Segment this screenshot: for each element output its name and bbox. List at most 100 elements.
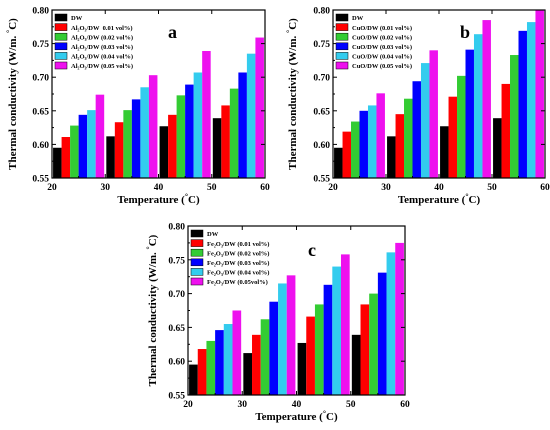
y-tick-label: 0.65 — [168, 324, 185, 334]
legend-label: Al₂O₃/DW (0.05 vol%) — [71, 63, 133, 70]
legend-label: CuO/DW (0.04 vol%) — [352, 54, 412, 61]
bar-b-s1-c2 — [448, 96, 458, 178]
legend-label: Fe₂O₃/DW (0.04 vol%) — [207, 270, 269, 277]
bar-b-s0-c0 — [334, 147, 343, 178]
legend-label: Fe₂O₃/DW (0.02 vol%) — [207, 250, 269, 257]
bar-b-s5-c1 — [429, 50, 438, 178]
legend-label: Fe₂O₃/DW (0.03 vol%) — [207, 260, 269, 267]
legend-swatch — [54, 61, 68, 70]
legend: DW CuO/DW (0.01 vol%) CuO/DW (0.02 vol%) Cu… — [335, 13, 412, 70]
legend-swatch — [335, 61, 349, 70]
bar-b-s0-c1 — [387, 136, 396, 178]
bar-b-s2-c3 — [510, 55, 519, 178]
legend-label: Al₂O₃/DW (0.02 vol%) — [71, 34, 133, 41]
bar-b-s4-c1 — [420, 63, 430, 178]
bar-a-s4-c0 — [87, 110, 96, 178]
x-tick-label: 40 — [434, 183, 444, 193]
bar-a-s1-c2 — [168, 114, 177, 178]
chart-panel-c: 20 30 40 50 60 0.55 0.60 0.65 0.70 0.75 0.80 Temper… — [145, 223, 410, 424]
bar-a-s1-c1 — [114, 122, 124, 178]
bar-b-s2-c2 — [457, 75, 466, 178]
bar-a-s1-c0 — [61, 137, 71, 178]
bar-c-s2-c2 — [314, 304, 324, 395]
y-tick-label: 0.70 — [313, 74, 330, 84]
legend-swatch — [190, 258, 204, 267]
bar-b-s4-c2 — [473, 34, 483, 178]
y-tick-label: 0.60 — [32, 141, 49, 151]
bar-a-s4-c2 — [193, 72, 203, 178]
bar-c-s2-c1 — [260, 319, 270, 395]
bar-c-s5-c0 — [232, 310, 242, 395]
bar-b-s4-c3 — [526, 22, 536, 178]
legend-swatch — [54, 23, 68, 31]
x-tick-label: 40 — [292, 400, 302, 410]
bar-c-s5-c1 — [286, 275, 296, 395]
bar-c-s5-c3 — [395, 242, 404, 395]
legend-swatch — [190, 239, 204, 247]
panel-letter: a — [168, 22, 177, 42]
bar-c-s4-c3 — [386, 252, 396, 395]
y-tick-label: 0.80 — [313, 7, 330, 17]
x-axis-label: Temperature (°C) — [255, 409, 338, 423]
x-tick-label: 50 — [207, 183, 217, 193]
x-tick-label: 40 — [154, 183, 164, 193]
x-tick-label: 30 — [381, 183, 391, 193]
x-tick-label: 20 — [183, 400, 193, 410]
bar-c-s0-c0 — [189, 364, 198, 395]
legend-swatch — [54, 42, 68, 51]
bar-b-s5-c0 — [376, 93, 385, 178]
legend-swatch — [335, 42, 349, 51]
chart-panel-b: 20 30 40 50 60 0.55 0.60 0.65 0.70 0.75 0.80 Temper… — [285, 7, 550, 207]
bar-b-s0-c2 — [440, 126, 449, 178]
bar-a-s3-c2 — [185, 84, 194, 178]
bar-a-s0-c1 — [106, 136, 115, 178]
bar-b-s5-c3 — [535, 10, 544, 178]
bar-c-s3-c3 — [377, 272, 387, 395]
y-tick-label: 0.70 — [32, 74, 49, 84]
bar-c-s1-c3 — [360, 304, 370, 395]
y-tick-label: 0.75 — [168, 256, 185, 266]
x-tick-label: 20 — [47, 183, 57, 193]
bar-a-s2-c3 — [229, 88, 239, 178]
bar-b-s2-c0 — [351, 121, 360, 178]
bar-a-s5-c0 — [95, 94, 105, 178]
bar-a-s2-c0 — [70, 125, 79, 178]
bar-c-s5-c2 — [340, 254, 350, 395]
y-tick-label: 0.70 — [168, 290, 185, 300]
bar-a-s0-c0 — [53, 147, 62, 178]
bar-c-s2-c0 — [206, 340, 216, 395]
bar-c-s1-c2 — [306, 316, 315, 395]
bar-b-s5-c2 — [482, 20, 491, 178]
bar-b-s1-c1 — [395, 114, 405, 178]
y-tick-label: 0.55 — [313, 175, 330, 185]
bar-b-s3-c3 — [518, 30, 527, 178]
bar-a-s0-c2 — [159, 126, 169, 178]
y-tick-label: 0.75 — [313, 40, 330, 50]
legend-label: DW — [352, 15, 364, 22]
bar-c-s3-c2 — [323, 284, 333, 395]
legend-label: Al₂O₃/DW 0.01 vol%) — [71, 25, 133, 32]
bar-b-s3-c2 — [465, 49, 474, 178]
x-tick-label: 50 — [487, 183, 497, 193]
legend-label: Fe₂O₃/DW (0.01 vol%) — [207, 241, 269, 248]
bar-a-s3-c1 — [131, 99, 141, 178]
bars — [189, 242, 404, 395]
legend-label: DW — [71, 15, 83, 22]
y-tick-label: 0.60 — [168, 358, 185, 368]
bar-b-s1-c3 — [501, 83, 511, 178]
bar-b-s4-c0 — [367, 105, 377, 178]
bar-c-s0-c2 — [297, 342, 307, 395]
bar-c-s0-c3 — [351, 334, 361, 395]
x-tick-label: 30 — [101, 183, 111, 193]
bar-a-s3-c0 — [78, 114, 88, 178]
y-axis-label: Thermal conductivity (W/m. °C) — [145, 234, 159, 386]
bar-b-s1-c0 — [342, 131, 352, 178]
x-tick-label: 60 — [540, 183, 550, 193]
legend-swatch — [335, 23, 349, 31]
x-tick-label: 50 — [346, 400, 356, 410]
bar-a-s5-c3 — [255, 37, 264, 178]
x-tick-label: 60 — [400, 400, 410, 410]
legend-swatch — [335, 32, 349, 41]
bar-a-s3-c3 — [238, 72, 247, 178]
y-tick-label: 0.80 — [168, 223, 185, 233]
